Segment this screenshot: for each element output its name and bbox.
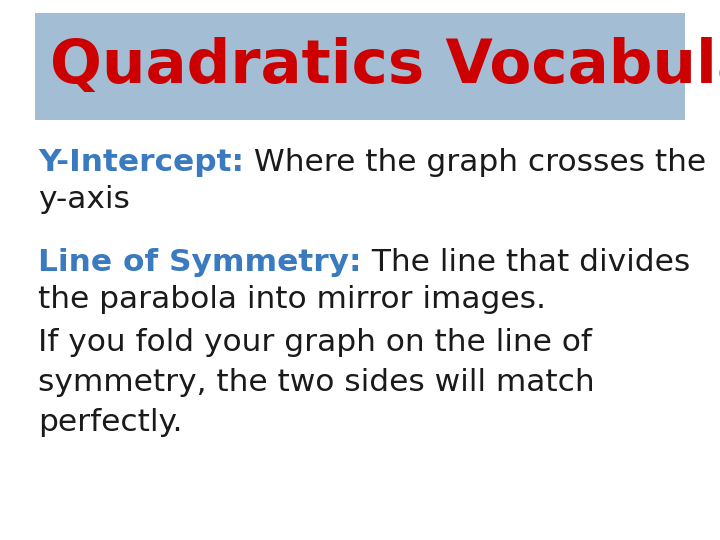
Text: Quadratics Vocabulary: Quadratics Vocabulary <box>50 37 720 96</box>
Text: Y-Intercept:: Y-Intercept: <box>38 148 244 177</box>
Text: If you fold your graph on the line of: If you fold your graph on the line of <box>38 328 592 357</box>
Text: The line that divides: The line that divides <box>361 248 690 277</box>
Text: symmetry, the two sides will match: symmetry, the two sides will match <box>38 368 595 397</box>
Text: Line of Symmetry:: Line of Symmetry: <box>38 248 361 277</box>
Text: y-axis: y-axis <box>38 185 130 214</box>
Text: the parabola into mirror images.: the parabola into mirror images. <box>38 285 546 314</box>
Text: perfectly.: perfectly. <box>38 408 182 437</box>
Text: Where the graph crosses the: Where the graph crosses the <box>244 148 706 177</box>
Bar <box>35 13 685 120</box>
